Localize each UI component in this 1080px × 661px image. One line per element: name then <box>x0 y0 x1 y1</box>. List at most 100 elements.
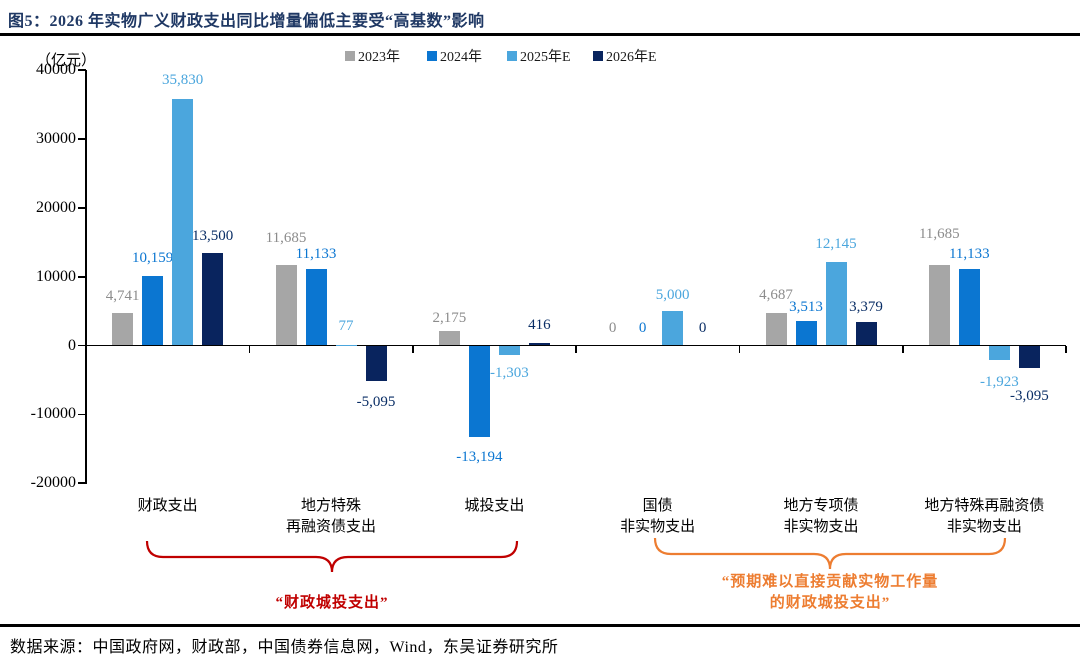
value-label: 4,741 <box>105 288 140 304</box>
value-label: 12,145 <box>815 236 857 252</box>
legend-label: 2026年E <box>606 50 657 65</box>
bar <box>305 268 327 346</box>
legend-label: 2025年E <box>520 50 571 65</box>
bar <box>795 321 817 346</box>
legend-swatch-icon <box>345 51 355 61</box>
x-tick-mark <box>575 346 577 354</box>
category-label-line: 国债 <box>642 498 673 514</box>
legend-swatch-icon <box>593 51 603 61</box>
value-label: 13,500 <box>192 228 234 244</box>
value-label: 4,687 <box>759 287 793 303</box>
legend-label: 2024年 <box>440 50 482 65</box>
y-tick-mark <box>78 275 86 278</box>
bar <box>825 261 847 346</box>
x-tick-mark <box>85 346 87 354</box>
x-tick-mark <box>248 346 251 354</box>
bar <box>958 268 980 346</box>
category-label-line: 地方特殊再融资债 <box>924 498 1045 514</box>
value-label: 0 <box>698 320 707 336</box>
bar <box>765 313 787 346</box>
legend-item: 2023年 <box>345 47 400 65</box>
bar <box>988 346 1010 360</box>
x-tick-mark <box>1065 346 1067 354</box>
y-tick-mark <box>78 207 86 209</box>
value-label: 0 <box>608 320 617 336</box>
value-label: -1,303 <box>489 365 529 381</box>
value-label: 3,379 <box>849 299 883 315</box>
x-tick-mark <box>411 346 414 354</box>
value-label: -1,923 <box>979 374 1019 390</box>
value-label: 11,685 <box>265 230 307 246</box>
right-brace-label: “预期难以直接贡献实物工作量 的财政城投支出” <box>650 572 1010 614</box>
bar <box>275 265 297 346</box>
y-tick-label: 30000 <box>36 130 76 147</box>
category-label: 财政支出 <box>73 496 263 517</box>
category-label-line: 非实物支出 <box>620 519 696 535</box>
category-label-line: 地方特殊 <box>300 498 361 514</box>
bar <box>172 98 194 346</box>
category-label: 地方专项债 非实物支出 <box>726 496 916 538</box>
category-label-line: 非实物支出 <box>946 519 1022 535</box>
left-brace-label: “财政城投支出” <box>275 595 389 611</box>
bar <box>112 312 134 346</box>
right-brace <box>653 537 1007 570</box>
value-label: 2,175 <box>432 310 467 326</box>
value-label: 11,133 <box>948 246 990 262</box>
bar <box>928 265 950 346</box>
category-label: 地方特殊再融资债 非实物支出 <box>889 496 1079 538</box>
value-label: 11,685 <box>918 226 960 242</box>
bar <box>365 346 387 382</box>
top-divider <box>0 33 1080 36</box>
bar <box>142 275 164 346</box>
y-tick-mark <box>78 69 86 71</box>
legend-swatch-icon <box>427 51 437 61</box>
bar <box>498 346 520 356</box>
value-label: 10,159 <box>132 250 174 266</box>
legend-item: 2026年E <box>593 47 657 65</box>
legend-item: 2024年 <box>427 47 482 65</box>
value-label: -3,095 <box>1009 388 1049 404</box>
bar <box>855 322 877 346</box>
y-tick-mark <box>78 138 86 140</box>
category-label-line: 财政支出 <box>137 498 198 514</box>
bar <box>438 330 460 346</box>
y-tick-label: 10000 <box>36 267 76 285</box>
category-label-line: 非实物支出 <box>783 519 859 535</box>
y-axis-unit-label: （亿元） <box>36 53 97 69</box>
y-tick-label: 0 <box>68 336 76 354</box>
category-label-line: 城投支出 <box>464 498 525 514</box>
bar <box>1018 346 1040 368</box>
bar <box>335 344 357 346</box>
legend-item: 2025年E <box>507 47 571 65</box>
value-label: -5,095 <box>356 394 396 410</box>
value-label: 0 <box>638 320 647 336</box>
bottom-divider <box>0 624 1080 627</box>
value-label: 3,513 <box>789 299 823 315</box>
category-label: 城投支出 <box>399 496 589 517</box>
value-label: -13,194 <box>456 449 503 465</box>
bar <box>528 342 550 346</box>
value-label: 77 <box>338 318 354 334</box>
category-label-line: 再融资债支出 <box>285 519 376 535</box>
left-brace <box>145 540 519 573</box>
bar <box>662 311 684 346</box>
x-tick-mark <box>738 346 741 354</box>
source-note: 数据来源：中国政府网，财政部，中国债券信息网，Wind，东吴证券研究所 <box>10 639 559 656</box>
y-tick-label: -20000 <box>30 474 76 492</box>
y-tick-mark <box>78 482 86 484</box>
right-brace-label-line2: 的财政城投支出” <box>769 595 891 611</box>
category-label: 地方特殊再融资债支出 <box>236 496 426 538</box>
bar <box>468 346 490 438</box>
y-tick-mark <box>78 413 86 416</box>
x-axis-line <box>85 344 1066 347</box>
category-label: 国债 非实物支出 <box>563 496 753 538</box>
value-label: 416 <box>528 317 551 333</box>
x-tick-mark <box>901 346 904 354</box>
y-tick-label: 40000 <box>36 61 76 79</box>
bar <box>202 252 224 346</box>
y-tick-label: 20000 <box>36 198 76 216</box>
value-label: 11,133 <box>295 246 337 262</box>
value-label: 35,830 <box>162 72 204 88</box>
value-label: 5,000 <box>655 287 690 303</box>
